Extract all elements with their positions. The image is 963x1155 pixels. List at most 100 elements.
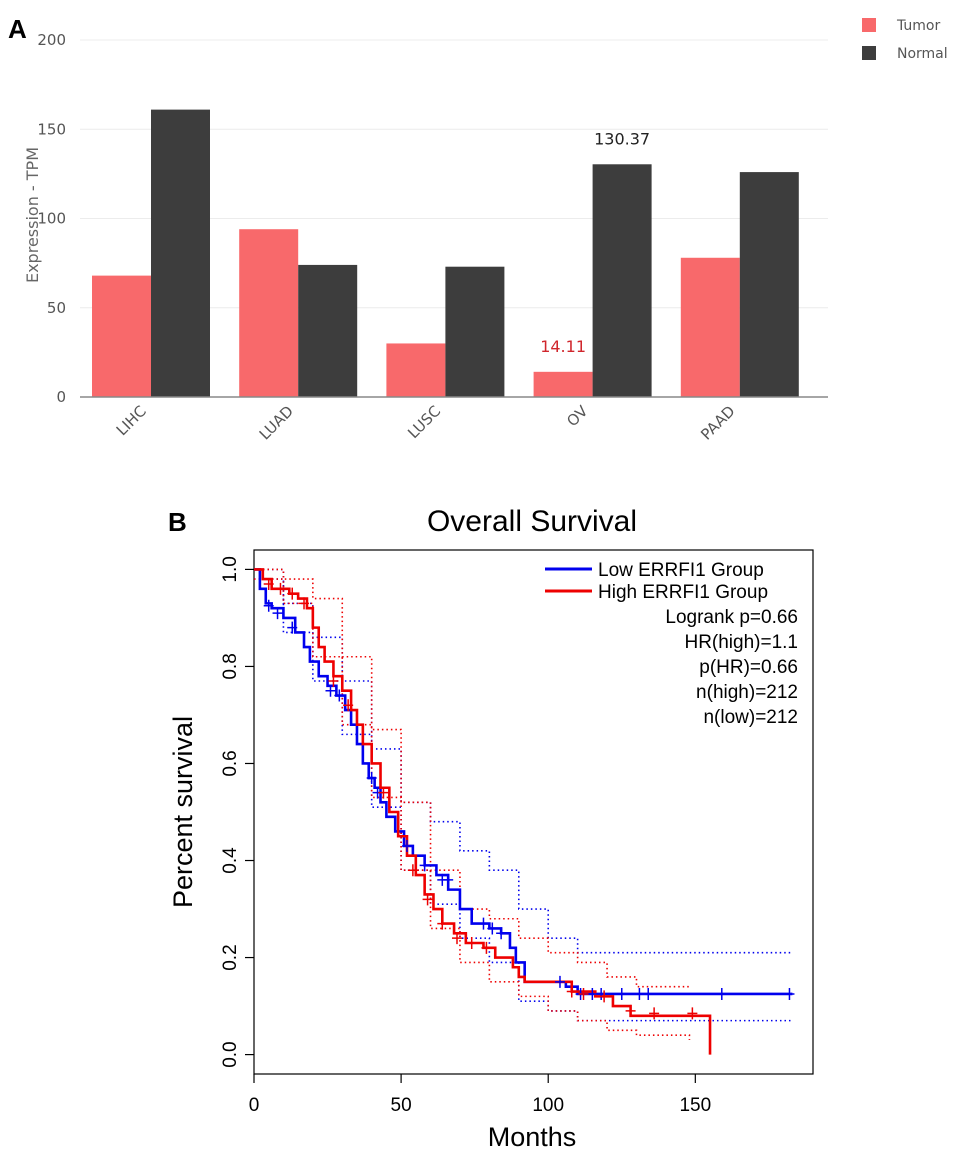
a-y-tick-label: 150 (37, 120, 66, 138)
censor-mark-high (437, 917, 448, 930)
b-ticks: 0 50 100 150 0.0 0.2 0.4 0.6 0.8 1.0 (220, 556, 711, 1116)
censor-mark-low (401, 839, 412, 852)
bar-normal-ov (592, 164, 652, 397)
a-y-tick-label: 200 (37, 31, 66, 49)
ci-upper-low (254, 568, 793, 954)
a-x-tick-labels: LIHC LUAD LUSC OV PAAD (113, 402, 739, 444)
censor-mark-low (287, 621, 298, 634)
b-x-tick-label: 150 (679, 1095, 711, 1116)
b-y-tick-label: 1.0 (220, 556, 241, 582)
bar-tumor-lihc (92, 275, 151, 397)
b-y-tick-label: 0.2 (220, 944, 241, 970)
survival-curve-high (254, 568, 712, 1055)
censor-mark-low (496, 927, 507, 940)
bar-tumor-luad (239, 229, 299, 397)
bar-normal-lihc (151, 109, 210, 398)
a-annotations: 14.11 130.37 (540, 129, 650, 356)
censor-mark-high (422, 893, 433, 906)
censor-mark-high (275, 582, 286, 595)
censor-mark-low (263, 599, 274, 612)
legend-label-high: High ERRFI1 Group (598, 582, 768, 603)
a-x-tick-label: LIHC (113, 402, 150, 439)
b-survival-curves (254, 568, 793, 1055)
stat-logrank: Logrank p=0.66 (665, 607, 798, 628)
censor-mark-high (466, 937, 477, 949)
a-bars (92, 109, 799, 398)
a-annotation-label: 130.37 (594, 129, 650, 148)
b-y-tick-label: 0.4 (220, 847, 241, 874)
b-legend: Low ERRFI1 Group High ERRFI1 Group Logra… (545, 560, 798, 728)
expression-bar-chart: A 0 50 100 150 200 Expression - TPM LIHC LUAD… (8, 14, 948, 444)
censor-mark-low (554, 975, 565, 988)
censor-mark-high (407, 864, 418, 877)
bar-tumor-ov (533, 371, 593, 397)
censor-mark-low (443, 873, 454, 886)
censor-mark-low (325, 684, 336, 697)
censor-mark-low (634, 987, 645, 1000)
censor-mark-high (328, 675, 339, 687)
censor-mark-low (334, 689, 345, 702)
stat-n-low: n(low)=212 (703, 707, 798, 728)
survival-curve-low (254, 568, 793, 996)
censor-mark-low (596, 987, 607, 1000)
censor-mark-low (587, 987, 598, 1000)
b-plot-frame (253, 549, 814, 1075)
legend-label-tumor: Tumor (896, 18, 941, 34)
censor-mark-low (487, 922, 498, 935)
b-censor-marks (263, 577, 795, 1020)
censor-mark-high (481, 941, 492, 954)
ci-lower-high (254, 578, 691, 1041)
a-annotation-label: 14.11 (540, 337, 586, 356)
b-x-tick-label: 0 (249, 1095, 260, 1116)
censor-mark-high (343, 699, 354, 712)
b-confidence-bands (254, 568, 793, 1041)
b-y-tick-label: 0.8 (220, 653, 241, 679)
b-y-axis-label: Percent survival (168, 716, 198, 908)
censor-mark-high (452, 932, 463, 945)
censor-mark-high (299, 597, 310, 610)
censor-mark-high (566, 985, 577, 998)
censor-mark-high (287, 587, 298, 600)
censor-mark-low (784, 987, 795, 1000)
b-x-tick-label: 50 (391, 1095, 412, 1116)
censor-mark-low (372, 786, 383, 799)
censor-mark-high (378, 786, 389, 799)
a-y-tick-labels: 0 50 100 150 200 (37, 31, 66, 406)
legend-swatch-normal (862, 46, 876, 60)
b-x-tick-label: 100 (532, 1095, 564, 1116)
censor-mark-high (687, 1007, 698, 1020)
censor-mark-high (599, 990, 610, 1003)
a-x-tick-label: LUAD (256, 402, 297, 443)
censor-mark-low (643, 987, 654, 1000)
stat-n-high: n(high)=212 (696, 682, 798, 703)
a-y-tick-label: 0 (56, 388, 66, 406)
ci-lower-low (254, 578, 793, 1022)
b-chart-title: Overall Survival (427, 505, 637, 538)
b-x-axis-label: Months (488, 1122, 577, 1152)
ci-upper-high (254, 568, 690, 988)
legend-label-normal: Normal (897, 46, 948, 62)
bar-normal-lusc (445, 266, 505, 397)
censor-mark-low (575, 987, 586, 1000)
censor-mark-high (625, 1004, 636, 1017)
censor-mark-low (716, 987, 727, 1000)
panel-a-letter: A (8, 14, 27, 44)
censor-mark-high (263, 577, 274, 590)
censor-mark-high (578, 987, 589, 1000)
b-y-tick-label: 0.0 (220, 1041, 241, 1067)
censor-mark-low (478, 917, 489, 930)
censor-mark-low (272, 607, 283, 620)
censor-mark-low (616, 987, 627, 1000)
legend-swatch-tumor (862, 18, 876, 32)
a-x-tick-label: PAAD (697, 402, 738, 443)
censor-mark-high (649, 1007, 660, 1020)
stat-p-hr: p(HR)=0.66 (699, 657, 798, 678)
a-x-tick-label: LUSC (404, 402, 444, 442)
a-legend: Tumor Normal (862, 18, 948, 62)
panel-b-letter: B (168, 507, 187, 537)
bar-normal-paad (739, 172, 799, 397)
legend-label-low: Low ERRFI1 Group (598, 560, 764, 581)
censor-mark-low (437, 873, 448, 886)
bar-normal-luad (298, 264, 358, 397)
bar-tumor-paad (680, 257, 740, 397)
